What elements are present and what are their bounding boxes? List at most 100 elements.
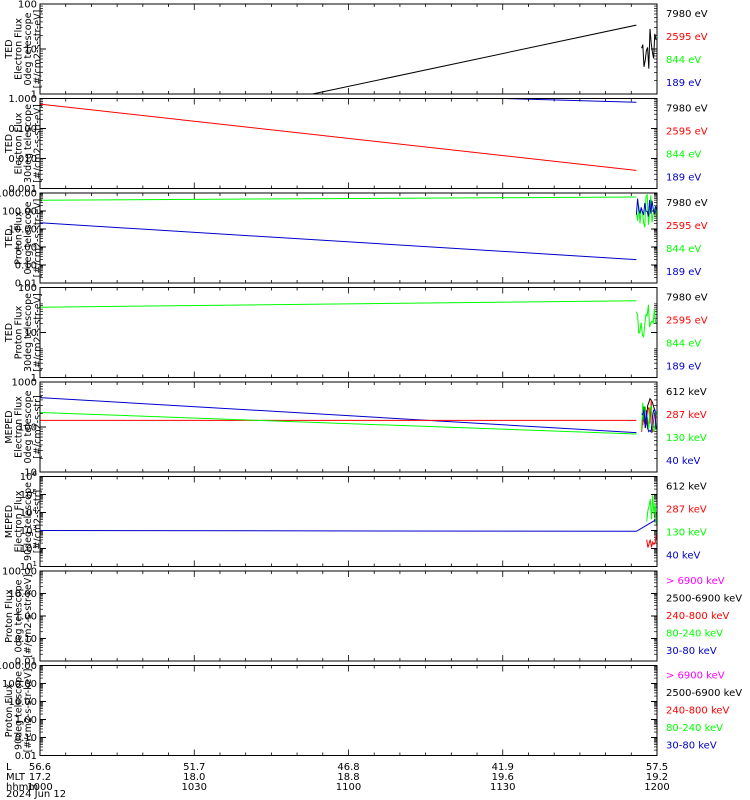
series-line	[40, 485, 657, 532]
panel-frame	[39, 381, 658, 473]
legend-entry: 30-80 keV	[666, 646, 717, 657]
y-axis-label-line: 90deg telescope	[14, 671, 25, 750]
x-tick-label: 18.8	[337, 772, 359, 783]
plot-date: 2024 Jun 12	[6, 789, 66, 800]
y-axis-label: TEDProton Flux30deg telescope[#/cm2-s-st…	[4, 293, 44, 372]
legend-entry: 287 keV	[666, 505, 707, 516]
y-tick-label: 0.01	[15, 751, 37, 762]
series-line	[40, 412, 637, 435]
y-tick-label: 1.00	[15, 243, 37, 254]
legend-entry: 2595 eV	[666, 316, 708, 327]
legend-entry: 2500-6900 keV	[666, 688, 742, 699]
y-axis-label-line: [#/cm2-s-str-eV]	[33, 199, 44, 278]
series-burst	[641, 408, 657, 434]
y-axis-label-line: 0deg telescope	[14, 579, 25, 652]
y-tick-label: 1000.00	[0, 189, 37, 200]
series-line	[502, 98, 637, 103]
legend-entry: 7980 eV	[666, 104, 708, 115]
x-tick-label: 41.9	[492, 762, 514, 773]
x-tick-label: 1030	[182, 782, 207, 793]
legend-entry: 2500-6900 keV	[666, 594, 742, 605]
y-tick-label: 1.000	[8, 94, 37, 105]
y-tick-label: 100.00	[2, 207, 37, 218]
y-tick-label: 10.00	[8, 589, 37, 600]
panel-frame	[39, 476, 658, 567]
y-tick-label: 0.10	[15, 634, 37, 645]
legend-entry: 844 eV	[666, 244, 701, 255]
y-axis-label-line: 0deg telescope	[23, 201, 34, 274]
panel-frame	[39, 3, 658, 95]
legend-entry: 287 keV	[666, 410, 707, 421]
y-tick-exponent: 6	[33, 470, 38, 478]
series-line	[40, 24, 637, 94]
series-burst	[641, 402, 657, 433]
y-axis-label-line: Electron Flux	[14, 490, 25, 552]
y-axis-label-line: 30deg telescope	[23, 104, 34, 183]
x-tick-label: 17.2	[29, 772, 51, 783]
series-burst	[641, 400, 657, 433]
y-axis-label-line: [#/cm2-s-str]	[33, 490, 44, 553]
series-burst	[646, 494, 657, 525]
y-axis-label-line: MEPED	[4, 505, 15, 538]
y-axis-label-line: [#/cm2-s-str-eV]	[33, 104, 44, 183]
y-tick-exponent: 3	[33, 524, 37, 532]
panel-data	[40, 300, 657, 339]
legend-entry: 80-240 keV	[666, 629, 723, 640]
legend-entry: 7980 eV	[666, 9, 708, 20]
y-tick-label: 1.00	[15, 612, 37, 623]
panel-frame	[39, 570, 658, 662]
y-tick-label: 10.00	[8, 697, 37, 708]
y-axis-label-line: 90deg telescope	[23, 482, 34, 561]
x-tick-label: 1100	[336, 782, 361, 793]
x-tick-label: 1200	[644, 782, 669, 793]
legend-entry: 240-800 keV	[666, 611, 730, 622]
y-tick-exponent: 4	[33, 506, 38, 514]
x-tick-label: 19.6	[492, 772, 514, 783]
legend-entry: 40 keV	[666, 551, 700, 562]
y-axis-label-line: TED	[4, 228, 15, 248]
y-axis-label-line: Proton Flux	[4, 589, 15, 643]
y-axis-label-line: Electron Flux	[14, 112, 25, 174]
legend-entry: 80-240 keV	[666, 723, 723, 734]
y-axis-label-line: 0deg telescope	[23, 12, 34, 85]
legend-entry: 7980 eV	[666, 198, 708, 209]
y-tick-label: 10	[24, 468, 37, 479]
legend-entry: 189 eV	[666, 173, 701, 184]
y-tick-exponent: 5	[33, 488, 37, 496]
legend-entry: 7980 eV	[666, 293, 708, 304]
legend-entry: 2595 eV	[666, 127, 708, 138]
y-tick-exponent: 1	[33, 560, 37, 568]
legend-entry: 240-800 keV	[666, 706, 730, 717]
series-burst	[641, 28, 657, 69]
x-tick-label: 18.0	[183, 772, 205, 783]
y-tick-label: 100.00	[2, 567, 37, 578]
panel-data	[40, 485, 657, 548]
y-axis-label-line: [#/cm2-s-str-keV]	[23, 669, 34, 753]
x-tick-label: 19.2	[646, 772, 668, 783]
y-axis-label-line: Electron Flux	[14, 396, 25, 458]
y-tick-label: 1000.00	[0, 661, 37, 672]
y-axis-label-line: TED	[4, 134, 15, 154]
y-tick-label: 0.01	[15, 279, 37, 290]
y-axis-label: TEDProton Flux0deg telescope[#/cm2-s-str…	[4, 199, 44, 278]
y-axis-label-line: [#/cm2-s-str-eV]	[33, 10, 44, 89]
y-tick-label: 1	[31, 90, 37, 101]
legend-entry: 844 eV	[666, 339, 701, 350]
x-row-label: L	[6, 762, 12, 773]
y-tick-label: 10.00	[8, 225, 37, 236]
legend-entry: 844 eV	[666, 55, 701, 66]
y-axis-label-line: Electron Flux	[14, 18, 25, 80]
y-axis-label: TEDElectron Flux0deg telescope[#/cm2-s-s…	[4, 10, 44, 89]
y-tick-label: 100	[18, 423, 37, 434]
legend-entry: > 6900 keV	[666, 671, 725, 682]
legend-entry: 189 eV	[666, 267, 701, 278]
x-tick-label: 57.5	[646, 762, 668, 773]
y-axis-label: MEPEDElectron Flux90deg telescope[#/cm2-…	[4, 482, 44, 561]
y-tick-label: 0.010	[8, 154, 37, 165]
legend-entry: 844 eV	[666, 150, 701, 161]
panel-data	[40, 24, 657, 94]
